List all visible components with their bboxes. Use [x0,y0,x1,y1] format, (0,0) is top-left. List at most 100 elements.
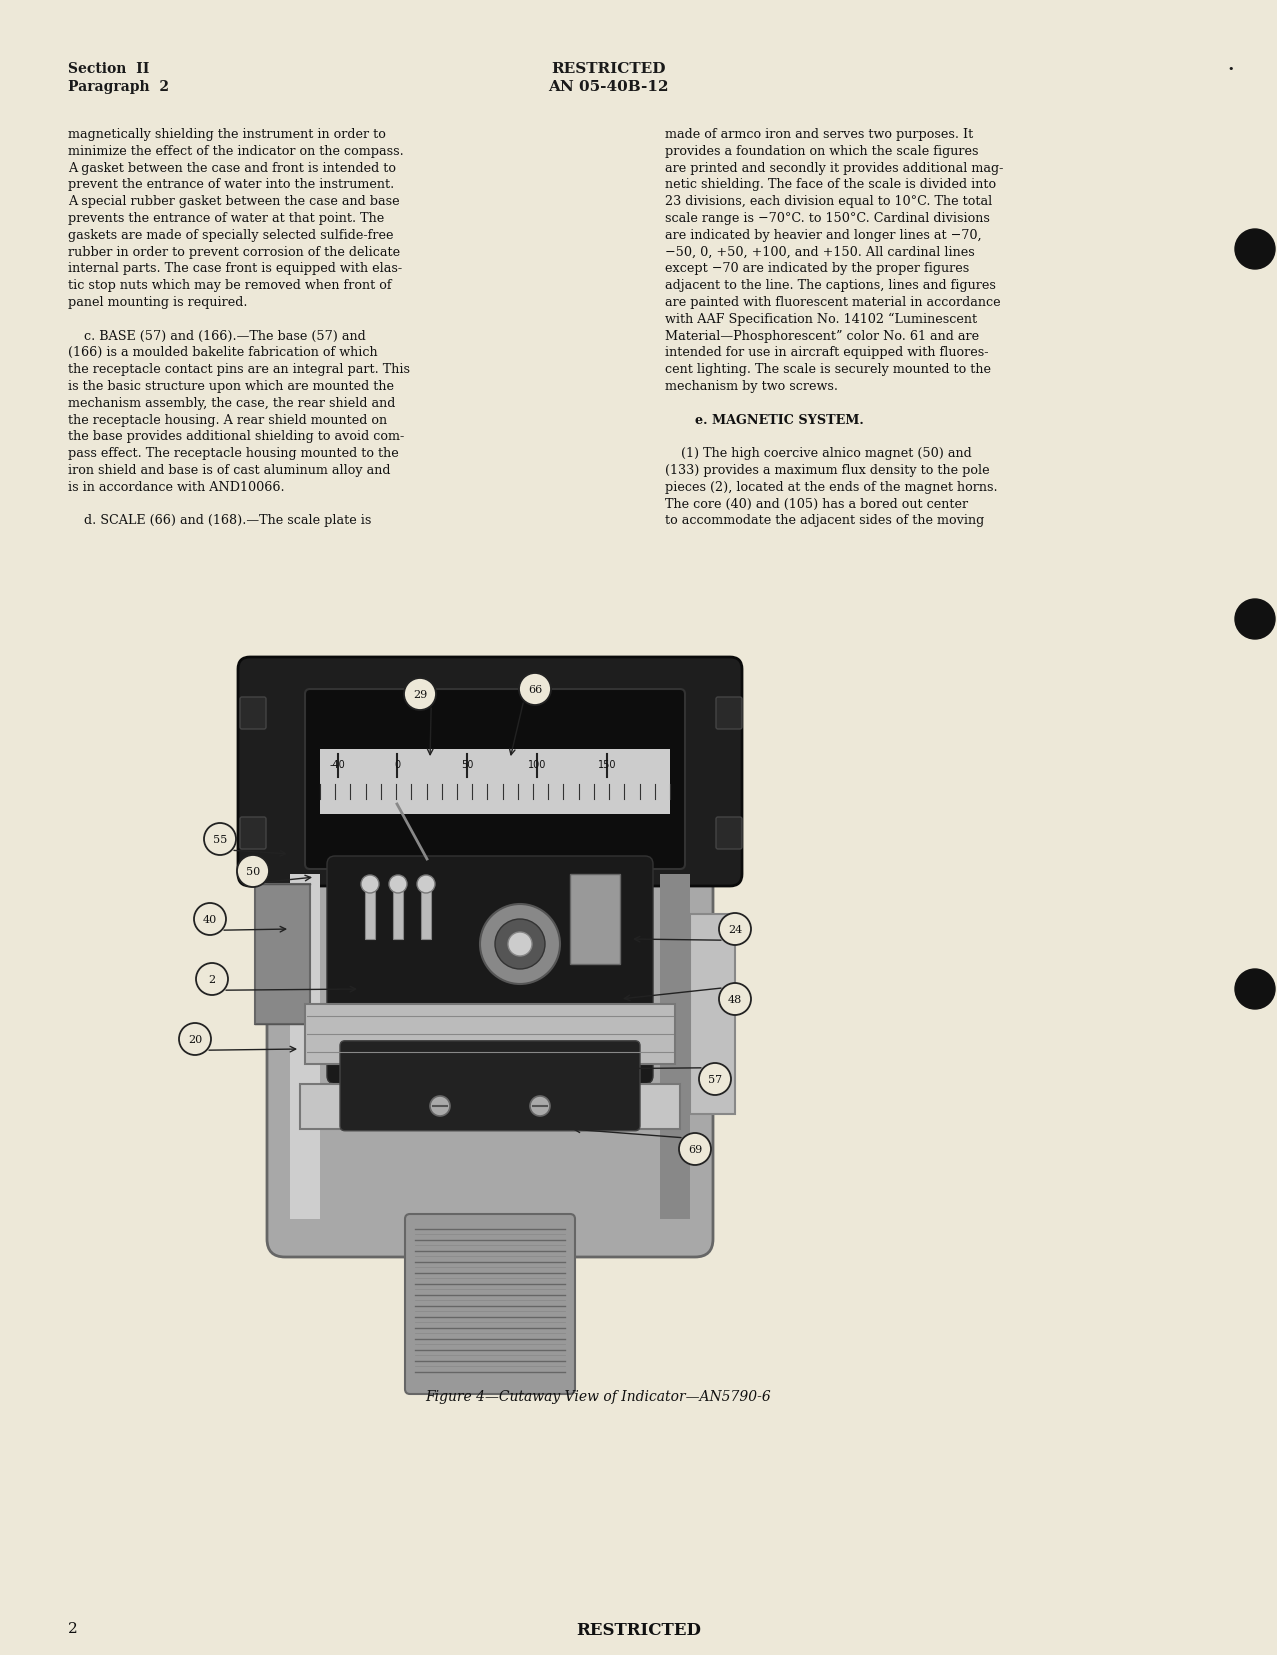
Text: (133) provides a maximum flux density to the pole: (133) provides a maximum flux density to… [665,463,990,477]
Text: A special rubber gasket between the case and base: A special rubber gasket between the case… [68,195,400,209]
Text: the receptacle contact pins are an integral part. This: the receptacle contact pins are an integ… [68,362,410,376]
Text: c. BASE (57) and (166).—The base (57) and: c. BASE (57) and (166).—The base (57) an… [68,329,365,343]
Text: 29: 29 [412,690,427,700]
Text: −50, 0, +50, +100, and +150. All cardinal lines: −50, 0, +50, +100, and +150. All cardina… [665,245,974,258]
Bar [321,750,670,814]
Circle shape [679,1134,711,1165]
Circle shape [699,1064,730,1096]
FancyBboxPatch shape [267,836,713,1258]
Text: Section  II: Section II [68,61,149,76]
Text: are printed and secondly it provides additional mag-: are printed and secondly it provides add… [665,162,1004,174]
Text: RESTRICTED: RESTRICTED [552,61,665,76]
FancyBboxPatch shape [238,657,742,887]
Text: adjacent to the line. The captions, lines and figures: adjacent to the line. The captions, line… [665,280,996,291]
Text: is the basic structure upon which are mounted the: is the basic structure upon which are mo… [68,379,395,392]
Text: 150: 150 [598,760,617,770]
Text: to accommodate the adjacent sides of the moving: to accommodate the adjacent sides of the… [665,515,985,526]
Circle shape [480,904,561,985]
Circle shape [719,914,751,945]
Circle shape [518,674,550,705]
FancyBboxPatch shape [405,1215,575,1394]
Text: netic shielding. The face of the scale is divided into: netic shielding. The face of the scale i… [665,179,996,192]
Text: 57: 57 [707,1074,722,1084]
Text: the receptacle housing. A rear shield mounted on: the receptacle housing. A rear shield mo… [68,414,387,427]
Text: provides a foundation on which the scale figures: provides a foundation on which the scale… [665,144,978,157]
Text: -40: -40 [329,760,345,770]
Text: with AAF Specification No. 14102 “Luminescent: with AAF Specification No. 14102 “Lumine… [665,313,977,326]
Circle shape [179,1023,211,1056]
Text: prevent the entrance of water into the instrument.: prevent the entrance of water into the i… [68,179,395,192]
Bar [290,874,321,1220]
Text: 66: 66 [527,685,543,695]
Bar [690,915,736,1114]
Bar [300,1084,679,1129]
Circle shape [719,983,751,1016]
Text: A gasket between the case and front is intended to: A gasket between the case and front is i… [68,162,396,174]
Text: AN 05-40B-12: AN 05-40B-12 [548,79,669,94]
Text: (166) is a moulded bakelite fabrication of which: (166) is a moulded bakelite fabrication … [68,346,378,359]
FancyBboxPatch shape [327,857,653,1084]
Text: 55: 55 [213,834,227,844]
Text: d. SCALE (66) and (168).—The scale plate is: d. SCALE (66) and (168).—The scale plate… [68,515,372,526]
Text: are painted with fluorescent material in accordance: are painted with fluorescent material in… [665,296,1001,309]
FancyBboxPatch shape [240,697,266,730]
Text: e. MAGNETIC SYSTEM.: e. MAGNETIC SYSTEM. [695,414,863,427]
Text: made of armco iron and serves two purposes. It: made of armco iron and serves two purpos… [665,127,973,141]
Text: minimize the effect of the indicator on the compass.: minimize the effect of the indicator on … [68,144,404,157]
Text: the base provides additional shielding to avoid com-: the base provides additional shielding t… [68,430,405,444]
Text: 50: 50 [246,867,261,877]
Text: 0: 0 [393,760,400,770]
Text: Paragraph  2: Paragraph 2 [68,79,169,94]
Circle shape [194,904,226,935]
Circle shape [195,963,229,995]
Text: Material—Phosphorescent” color No. 61 and are: Material—Phosphorescent” color No. 61 an… [665,329,979,343]
Bar [393,884,404,940]
Text: pieces (2), located at the ends of the magnet horns.: pieces (2), located at the ends of the m… [665,480,997,493]
Text: 2: 2 [68,1620,78,1635]
Text: (1) The high coercive alnico magnet (50) and: (1) The high coercive alnico magnet (50)… [665,447,972,460]
Text: internal parts. The case front is equipped with elas-: internal parts. The case front is equipp… [68,261,402,275]
Text: prevents the entrance of water at that point. The: prevents the entrance of water at that p… [68,212,384,225]
Circle shape [361,875,379,894]
Text: •: • [1227,65,1234,74]
Circle shape [495,920,545,970]
Bar [255,884,310,1024]
Text: RESTRICTED: RESTRICTED [576,1620,701,1638]
FancyBboxPatch shape [340,1041,640,1130]
Text: 24: 24 [728,925,742,935]
Text: 23 divisions, each division equal to 10°C. The total: 23 divisions, each division equal to 10°… [665,195,992,209]
Text: panel mounting is required.: panel mounting is required. [68,296,248,309]
Circle shape [1235,970,1274,1010]
Text: 50: 50 [461,760,474,770]
FancyBboxPatch shape [240,818,266,849]
Text: 100: 100 [527,760,547,770]
Text: rubber in order to prevent corrosion of the delicate: rubber in order to prevent corrosion of … [68,245,400,258]
Text: 20: 20 [188,1034,202,1044]
Text: 48: 48 [728,995,742,1005]
Circle shape [404,679,435,710]
Text: mechanism by two screws.: mechanism by two screws. [665,379,838,392]
Text: Figure 4—Cutaway View of Indicator—AN5790-6: Figure 4—Cutaway View of Indicator—AN579… [425,1389,771,1403]
Text: cent lighting. The scale is securely mounted to the: cent lighting. The scale is securely mou… [665,362,991,376]
Circle shape [204,824,236,856]
Text: The core (40) and (105) has a bored out center: The core (40) and (105) has a bored out … [665,496,968,510]
Circle shape [238,856,269,887]
Circle shape [1235,599,1274,639]
Bar [365,884,375,940]
Circle shape [389,875,407,894]
Circle shape [418,875,435,894]
Text: 69: 69 [688,1144,702,1154]
Circle shape [1235,230,1274,270]
Text: intended for use in aircraft equipped with fluores-: intended for use in aircraft equipped wi… [665,346,988,359]
Bar [421,884,432,940]
Circle shape [508,932,533,957]
Bar [570,874,621,965]
Text: mechanism assembly, the case, the rear shield and: mechanism assembly, the case, the rear s… [68,397,396,409]
Circle shape [530,1096,550,1117]
Text: magnetically shielding the instrument in order to: magnetically shielding the instrument in… [68,127,386,141]
Circle shape [430,1096,450,1117]
Text: 2: 2 [208,975,216,985]
Text: tic stop nuts which may be removed when front of: tic stop nuts which may be removed when … [68,280,392,291]
Bar [660,874,690,1220]
FancyBboxPatch shape [716,818,742,849]
